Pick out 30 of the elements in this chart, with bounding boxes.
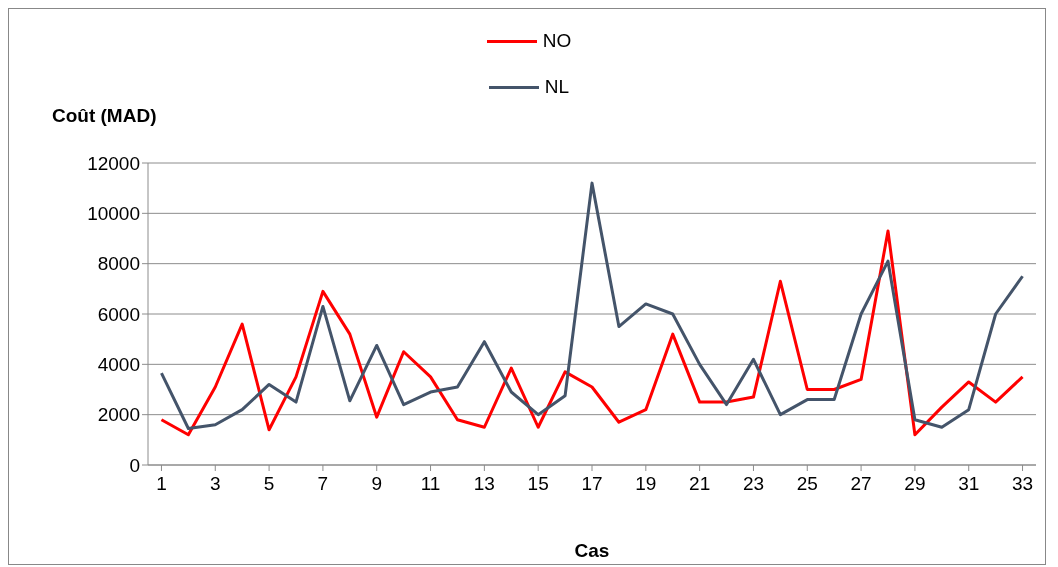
legend-label: NO bbox=[542, 30, 572, 52]
x-tick-label: 5 bbox=[263, 473, 275, 495]
line-series bbox=[159, 229, 1025, 437]
y-tick-label: 2000 bbox=[97, 404, 140, 426]
x-tick-label: 25 bbox=[796, 473, 818, 495]
y-tick-label: 10000 bbox=[87, 203, 140, 225]
x-tick-label: 23 bbox=[742, 473, 765, 495]
y-axis-title: Coût (MAD) bbox=[52, 105, 157, 127]
x-axis-title: Cas bbox=[573, 540, 611, 562]
y-tick-label: 6000 bbox=[97, 303, 140, 325]
y-tick-label: 8000 bbox=[97, 253, 140, 275]
legend-label: NL bbox=[544, 76, 570, 98]
x-tick-label: 19 bbox=[635, 473, 657, 495]
x-tick-label: 3 bbox=[209, 473, 221, 495]
x-tick-label: 33 bbox=[1011, 473, 1034, 495]
x-tick-label: 15 bbox=[527, 473, 549, 495]
x-tick-label: 7 bbox=[317, 473, 329, 495]
x-tick-label: 11 bbox=[420, 473, 441, 495]
x-tick-label: 13 bbox=[473, 473, 495, 495]
y-tick-label: 0 bbox=[129, 454, 140, 476]
x-tick-label: 17 bbox=[581, 473, 603, 495]
x-tick-label: 31 bbox=[958, 473, 980, 495]
x-tick-label: 29 bbox=[904, 473, 926, 495]
x-tick-label: 1 bbox=[156, 473, 167, 495]
y-tick-label: 12000 bbox=[87, 152, 140, 174]
y-tick-label: 4000 bbox=[97, 354, 140, 376]
x-tick-label: 21 bbox=[689, 473, 711, 495]
x-tick-label: 27 bbox=[850, 473, 872, 495]
x-tick-label: 9 bbox=[371, 473, 383, 495]
line-series bbox=[159, 181, 1025, 431]
